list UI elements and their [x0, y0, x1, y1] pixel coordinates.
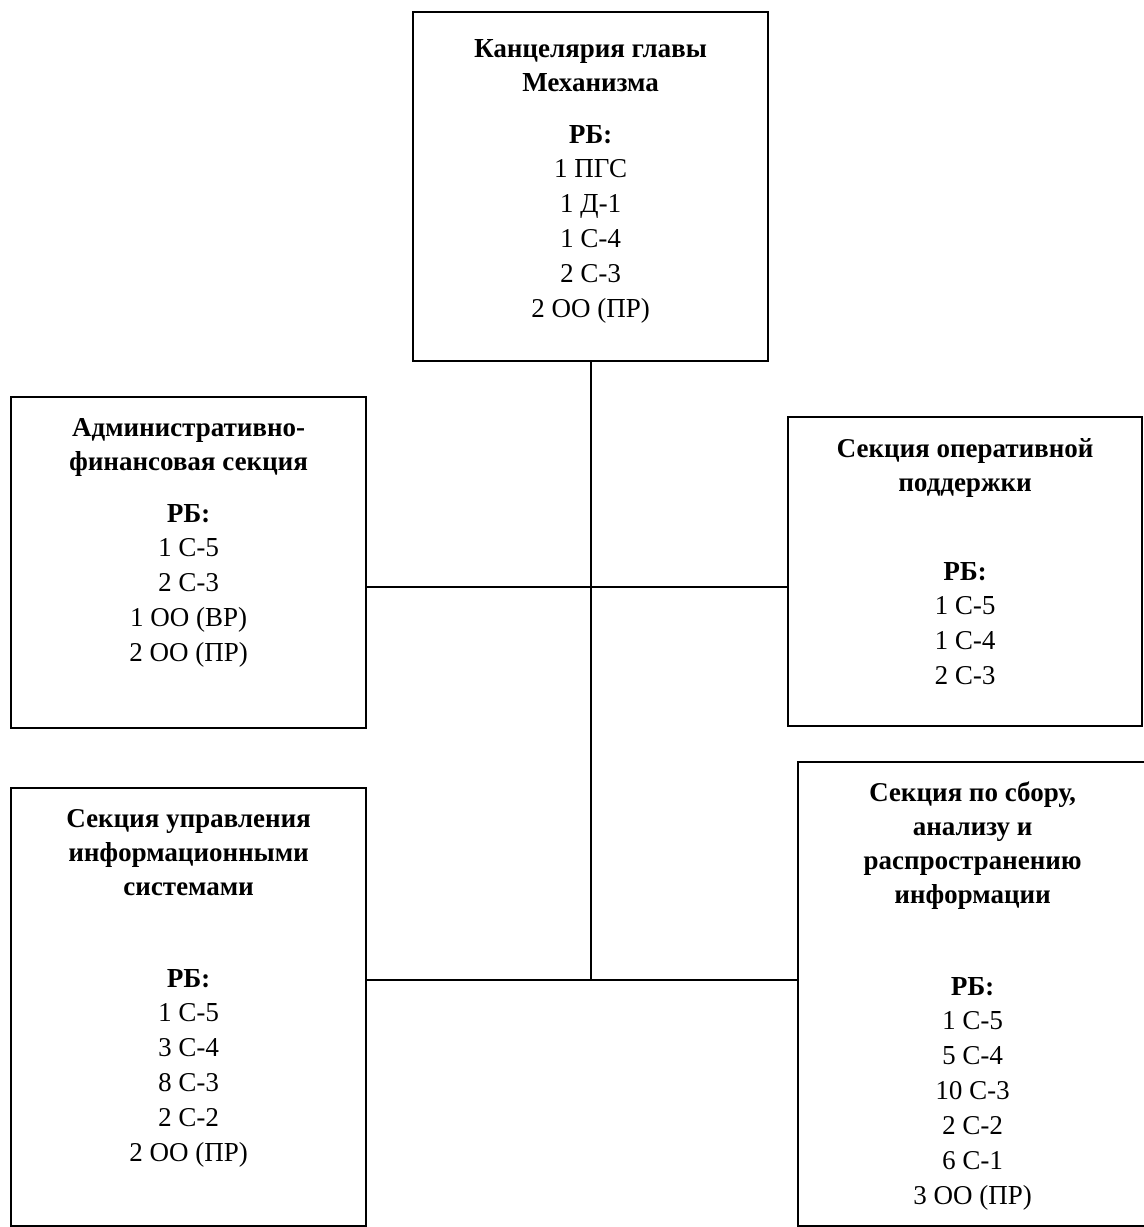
unit-title: Секция оперативной поддержки [789, 431, 1141, 499]
post-item: 6 С-1 [942, 1145, 1003, 1175]
title-line: Секция управления [66, 803, 311, 833]
post-item: 2 С-2 [158, 1102, 219, 1132]
post-item: 1 Д-1 [559, 188, 622, 218]
post-item: 1 С-5 [934, 590, 996, 620]
title-line: Административно- [71, 412, 306, 442]
post-item: 1 С-5 [158, 532, 219, 562]
post-item: 1 С-5 [158, 997, 219, 1027]
post-item: 5 С-4 [942, 1040, 1003, 1070]
post-item: 10 С-3 [935, 1075, 1010, 1105]
post-item: 3 С-4 [158, 1032, 219, 1062]
title-line: Секция оперативной [836, 433, 1094, 463]
post-item: 1 ОО (ВР) [129, 602, 247, 632]
post-item: 1 С-4 [934, 625, 996, 655]
head-office-box: Канцелярия главы Механизма РБ: 1 ПГС 1 Д… [412, 11, 769, 362]
unit-title: Секция управления информационными систем… [12, 801, 365, 903]
post-item: 2 ОО (ПР) [129, 1137, 248, 1167]
unit-title: Канцелярия главы Механизма [414, 31, 767, 99]
title-line: Канцелярия главы [474, 33, 707, 63]
title-line: поддержки [898, 467, 1032, 497]
post-item: 2 С-3 [560, 258, 621, 288]
budget-label: РБ: [950, 971, 995, 1001]
post-list: 1 С-5 2 С-3 1 ОО (ВР) 2 ОО (ПР) [12, 530, 365, 670]
info-systems-section-box: Секция управления информационными систем… [10, 787, 367, 1227]
info-collection-section-box: Секция по сбору, анализу и распространен… [797, 761, 1144, 1227]
post-item: 1 С-5 [942, 1005, 1003, 1035]
unit-title: Административно- финансовая секция [12, 410, 365, 478]
post-item: 2 С-3 [158, 567, 219, 597]
budget-label: РБ: [166, 963, 211, 993]
post-list: 1 С-5 3 С-4 8 С-3 2 С-2 2 ОО (ПР) [12, 995, 365, 1170]
title-line: Секция по сбору, [869, 777, 1076, 807]
budget-label: РБ: [943, 556, 987, 586]
post-list: 1 ПГС 1 Д-1 1 С-4 2 С-3 2 ОО (ПР) [414, 151, 767, 326]
title-line: информационными [68, 837, 309, 867]
post-list: 1 С-5 1 С-4 2 С-3 [789, 588, 1141, 693]
title-line: информации [894, 879, 1051, 909]
operational-support-section-box: Секция оперативной поддержки РБ: 1 С-5 1… [787, 416, 1143, 727]
post-item: 3 ОО (ПР) [913, 1180, 1032, 1210]
title-line: анализу и [912, 811, 1033, 841]
post-item: 1 ПГС [553, 153, 627, 183]
post-item: 8 С-3 [158, 1067, 219, 1097]
post-item: 2 ОО (ПР) [531, 293, 650, 323]
post-item: 2 ОО (ПР) [129, 637, 248, 667]
post-item: 2 С-3 [934, 660, 996, 690]
title-line: распространению [863, 845, 1082, 875]
title-line: финансовая секция [69, 446, 308, 476]
budget-label: РБ: [166, 498, 211, 528]
title-line: системами [123, 871, 254, 901]
post-item: 1 С-4 [560, 223, 621, 253]
post-list: 1 С-5 5 С-4 10 С-3 2 С-2 6 С-1 3 ОО (ПР) [799, 1003, 1144, 1213]
unit-title: Секция по сбору, анализу и распространен… [799, 775, 1144, 911]
budget-label: РБ: [568, 119, 613, 149]
post-item: 2 С-2 [942, 1110, 1003, 1140]
title-line: Механизма [522, 67, 659, 97]
admin-finance-section-box: Административно- финансовая секция РБ: 1… [10, 396, 367, 729]
